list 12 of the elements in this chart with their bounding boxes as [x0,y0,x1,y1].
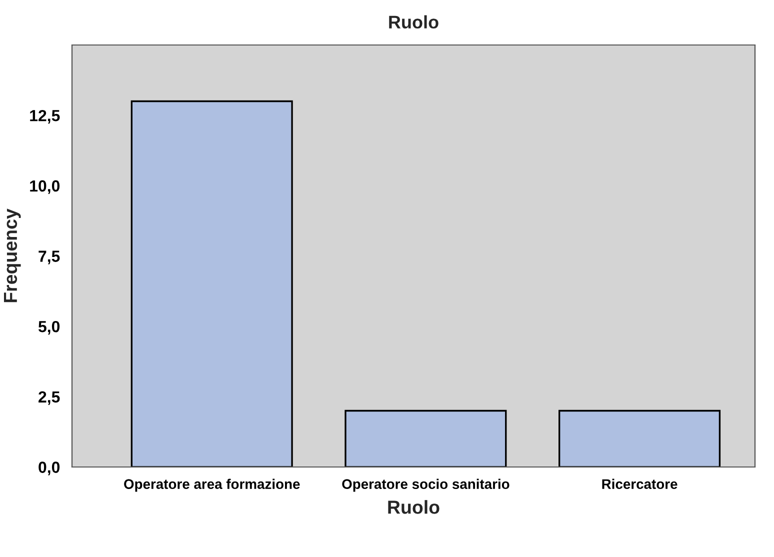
y-axis-title: Frequency [4,208,21,302]
y-tick-label: 7,5 [38,250,60,264]
x-tick-label: Operatore area formazione [124,478,300,492]
y-tick-label: 5,0 [38,320,60,335]
y-tick-label: 12,5 [30,110,60,124]
x-tick-label: Ricercatore [602,478,678,490]
chart-title: Ruolo [389,15,438,29]
x-tick-label: Operatore socio sanitario [342,478,510,492]
y-tick-label: 0,0 [38,462,60,476]
x-axis-title: Ruolo [388,500,440,514]
y-tick-label: 10,0 [30,180,60,194]
y-tick-label: 2,5 [38,391,60,405]
